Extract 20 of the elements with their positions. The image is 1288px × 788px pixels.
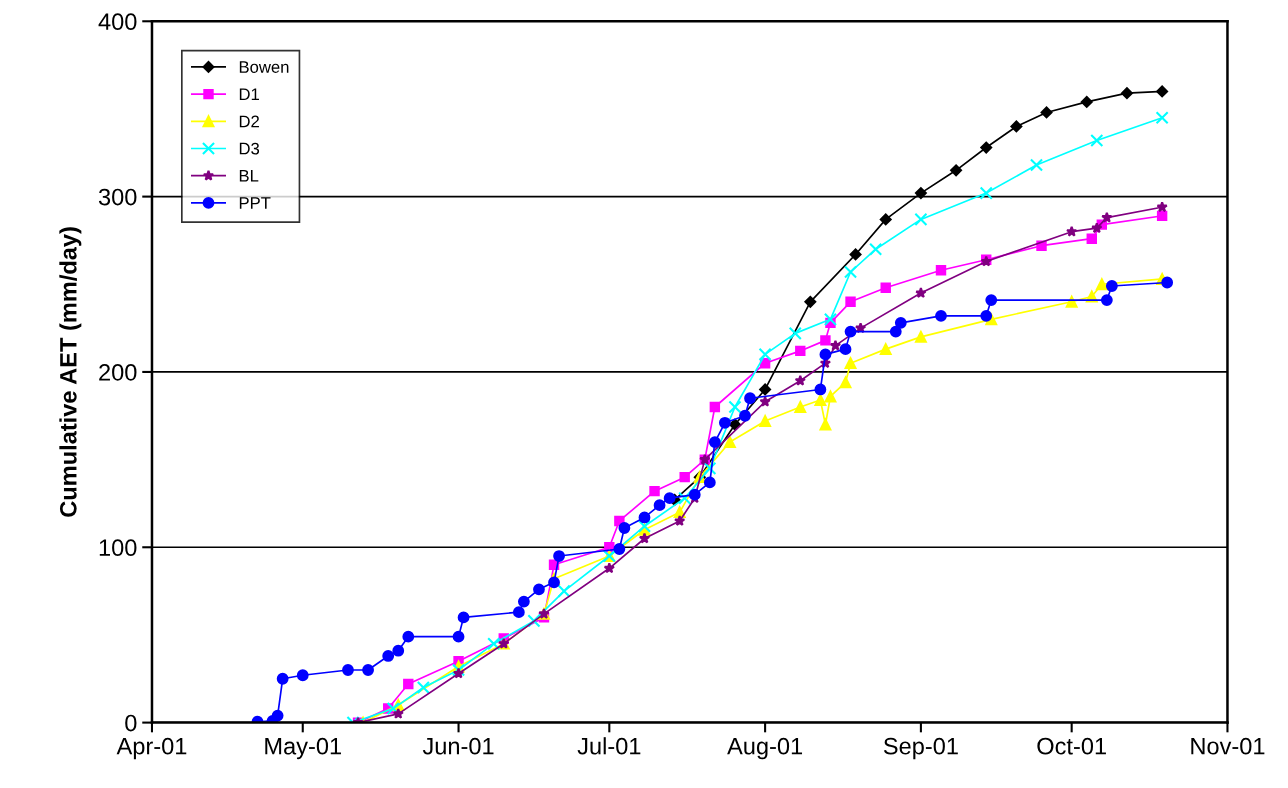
y-axis-title: Cumulative AET (mm/day) [59, 227, 82, 517]
y-tick-label: 100 [99, 539, 137, 557]
y-tick-label: 400 [98, 13, 137, 31]
x-tick-label: Jun-01 [422, 737, 494, 755]
x-tick-label: May-01 [265, 737, 341, 760]
x-tick-label: Sep-01 [883, 737, 958, 760]
y-tick-label: 0 [125, 714, 137, 732]
x-tick-label: Aug-01 [727, 737, 803, 760]
x-tick-label: Oct-01 [1037, 737, 1106, 755]
legend-label: BL [239, 170, 259, 182]
legend-label: D1 [239, 88, 259, 100]
x-tick-label: Nov-01 [1191, 737, 1265, 755]
y-tick-label: 300 [98, 188, 137, 206]
x-tick-label: Jul-01 [577, 737, 641, 755]
legend-label: D3 [239, 142, 260, 155]
legend-label: PPT [239, 197, 271, 209]
x-tick-label: Apr-01 [116, 737, 187, 760]
y-tick-label: 200 [99, 364, 137, 381]
legend-label: Bowen [239, 61, 289, 73]
legend-label: D2 [239, 115, 259, 128]
